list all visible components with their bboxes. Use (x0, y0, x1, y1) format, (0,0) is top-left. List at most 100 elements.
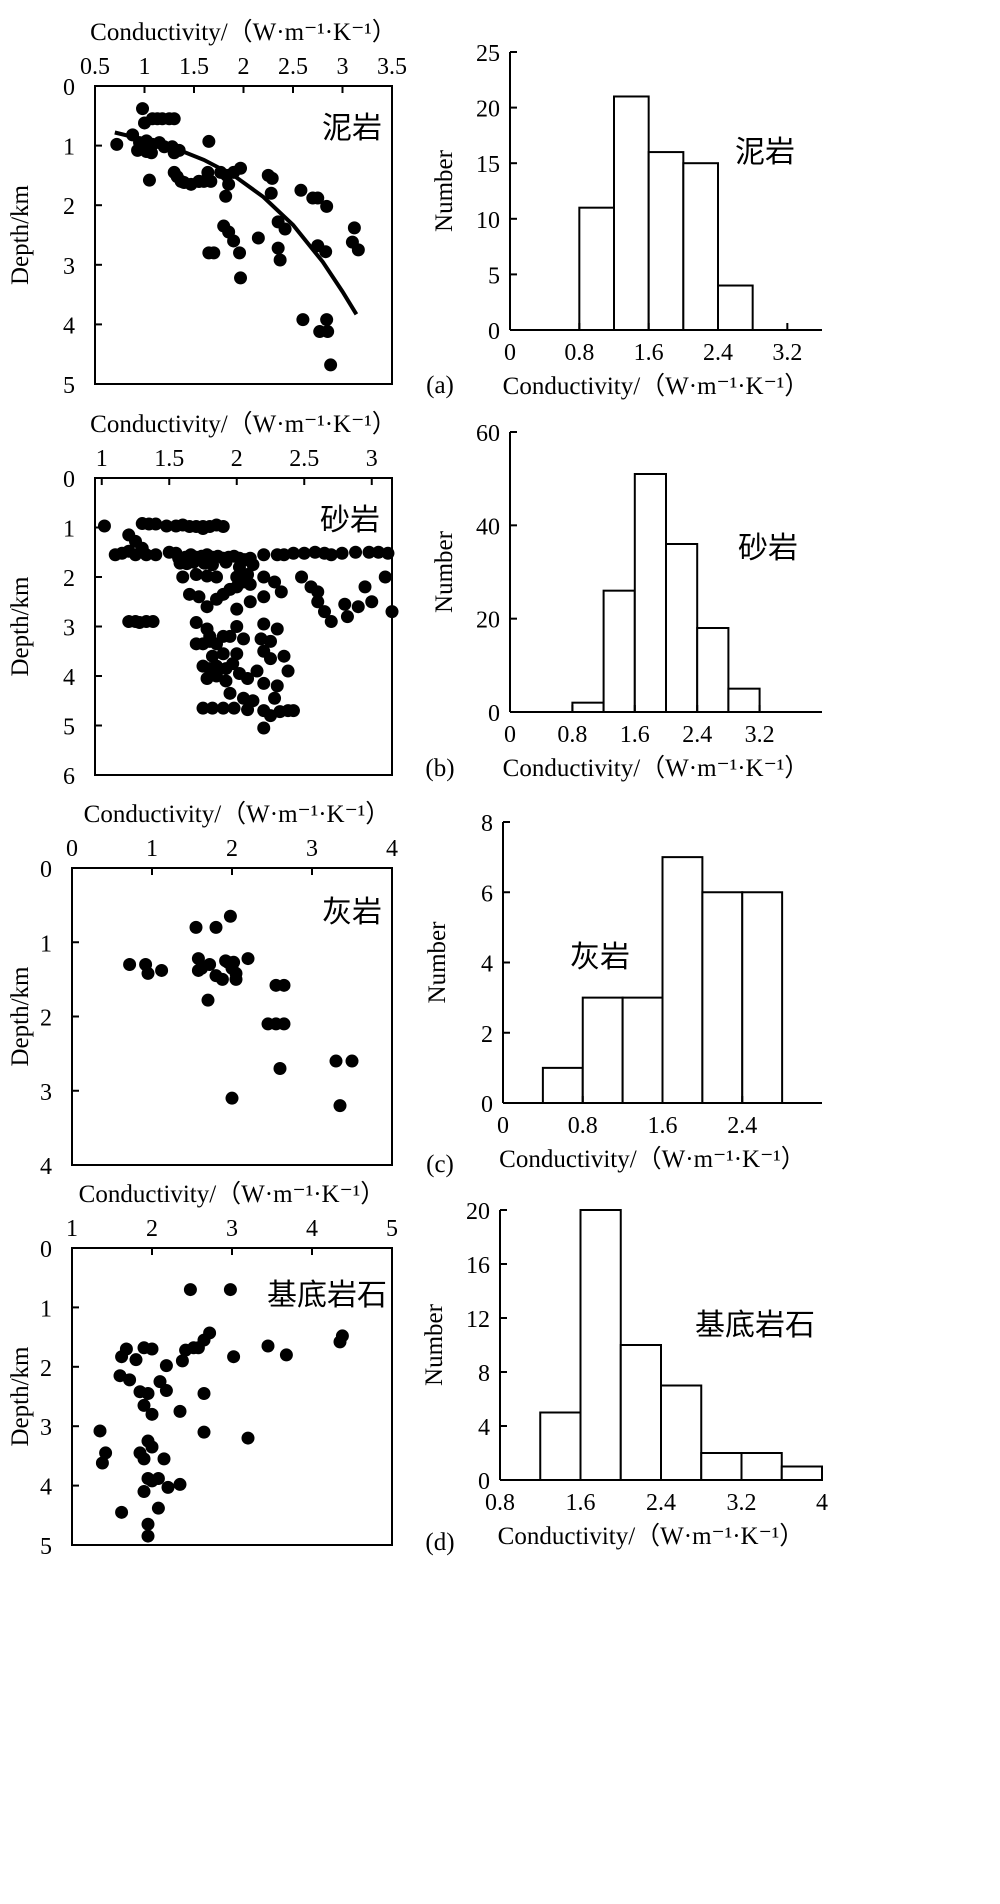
y-tick-label: 6 (481, 881, 493, 907)
x-tick-label: 3.2 (745, 722, 775, 748)
data-point (223, 909, 237, 923)
histogram-bar (621, 996, 664, 1104)
y-tick-label: 1 (40, 1296, 52, 1322)
data-point (225, 1091, 239, 1105)
data-point (191, 963, 205, 977)
data-point (207, 246, 221, 260)
data-point (333, 1335, 347, 1349)
data-point (189, 920, 203, 934)
data-point (183, 1283, 197, 1297)
x-axis-title: Conductivity/（W·m⁻¹·K⁻¹） (499, 1145, 806, 1173)
y-tick-label: 5 (63, 373, 75, 399)
data-point (308, 545, 322, 559)
data-point (141, 1529, 155, 1543)
y-tick-label: 4 (40, 1475, 52, 1501)
data-point (333, 1099, 347, 1113)
histogram-bar (682, 162, 719, 331)
x-tick-label: 2.4 (646, 1490, 676, 1516)
data-point (160, 519, 174, 533)
histogram-bar (578, 206, 615, 331)
data-point (223, 629, 237, 643)
data-point (241, 568, 255, 582)
data-point (286, 704, 300, 718)
data-point (141, 1387, 155, 1401)
data-point (227, 701, 241, 715)
rock-type-annotation: 灰岩 (322, 895, 382, 930)
data-point (281, 664, 295, 678)
y-axis-title: Number (431, 530, 458, 613)
data-point (268, 575, 282, 589)
data-point (234, 271, 248, 285)
y-tick-label: 3 (40, 1415, 52, 1441)
panel-d-histogram: 0 4 8 12 16 20 0.8 1.6 2.4 3.2 4 Conductivity/（W·m⁻… (421, 1199, 828, 1550)
x-tick-label: 4 (306, 1216, 318, 1242)
panel-c-histogram: 0 2 4 6 8 0 0.8 1.6 2.4 Conductivity/（W·m⁻¹·K⁻¹） N… (424, 811, 822, 1173)
data-point (219, 954, 233, 968)
y-tick-label: 16 (466, 1253, 490, 1279)
y-axis-title: Number (424, 921, 451, 1004)
y-tick-label: 4 (63, 313, 75, 339)
x-tick-label: 2 (226, 836, 238, 862)
data-point (257, 721, 271, 735)
data-point (155, 963, 169, 977)
x-tick-label: 3 (226, 1216, 238, 1242)
data-point (257, 676, 271, 690)
y-axis-title: Depth/km (7, 1346, 34, 1447)
data-point (219, 189, 233, 203)
x-tick-label: 0.5 (80, 54, 110, 80)
x-axis-title: Conductivity/（W·m⁻¹·K⁻¹） (498, 1522, 805, 1550)
x-tick-label: 0.8 (564, 340, 594, 366)
data-point (226, 657, 240, 671)
data-point (268, 691, 282, 705)
data-point (187, 1341, 201, 1355)
histogram-bar (696, 627, 730, 713)
x-tick-label: 1.6 (620, 722, 650, 748)
x-tick-label: 1 (146, 836, 158, 862)
data-point (277, 978, 291, 992)
x-tick-label: 0 (66, 836, 78, 862)
data-point (216, 701, 230, 715)
data-point (311, 191, 325, 205)
data-point (197, 174, 211, 188)
y-axis-title: Depth/km (7, 966, 34, 1067)
histogram-bar (602, 589, 636, 714)
data-point (215, 972, 229, 986)
histogram-bar (701, 891, 744, 1104)
y-tick-label: 1 (63, 517, 75, 543)
data-point (365, 595, 379, 609)
y-tick-label: 2 (63, 194, 75, 220)
data-point (241, 952, 255, 966)
data-point (243, 577, 257, 591)
histogram-bar (613, 95, 650, 332)
panel-labels: (a) (b) (c) (d) (425, 372, 454, 1556)
x-tick-label: 5 (386, 1216, 398, 1242)
rock-type-annotation: 基底岩石 (267, 1278, 387, 1313)
data-point (173, 1404, 187, 1418)
data-point (136, 102, 150, 116)
data-point (95, 1456, 109, 1470)
data-point (189, 616, 203, 630)
data-point (320, 313, 334, 327)
data-point (203, 958, 217, 972)
data-point (264, 186, 278, 200)
data-point (176, 570, 190, 584)
data-point (153, 1375, 167, 1389)
data-point (234, 161, 248, 175)
histogram-bar (780, 1465, 823, 1481)
data-point (251, 231, 265, 245)
y-tick-label: 2 (40, 1006, 52, 1032)
x-tick-label: 1.6 (648, 1113, 678, 1139)
data-point (216, 520, 230, 534)
y-tick-label: 8 (478, 1361, 490, 1387)
x-tick-label: 2.4 (727, 1113, 757, 1139)
x-tick-label: 1 (66, 1216, 78, 1242)
data-point (202, 134, 216, 148)
y-tick-label: 4 (481, 952, 493, 978)
data-point (257, 570, 271, 584)
x-tick-label: 0 (504, 340, 516, 366)
histogram-bar (741, 891, 784, 1104)
data-point (349, 545, 363, 559)
data-point (144, 146, 158, 160)
data-point (277, 1017, 291, 1031)
